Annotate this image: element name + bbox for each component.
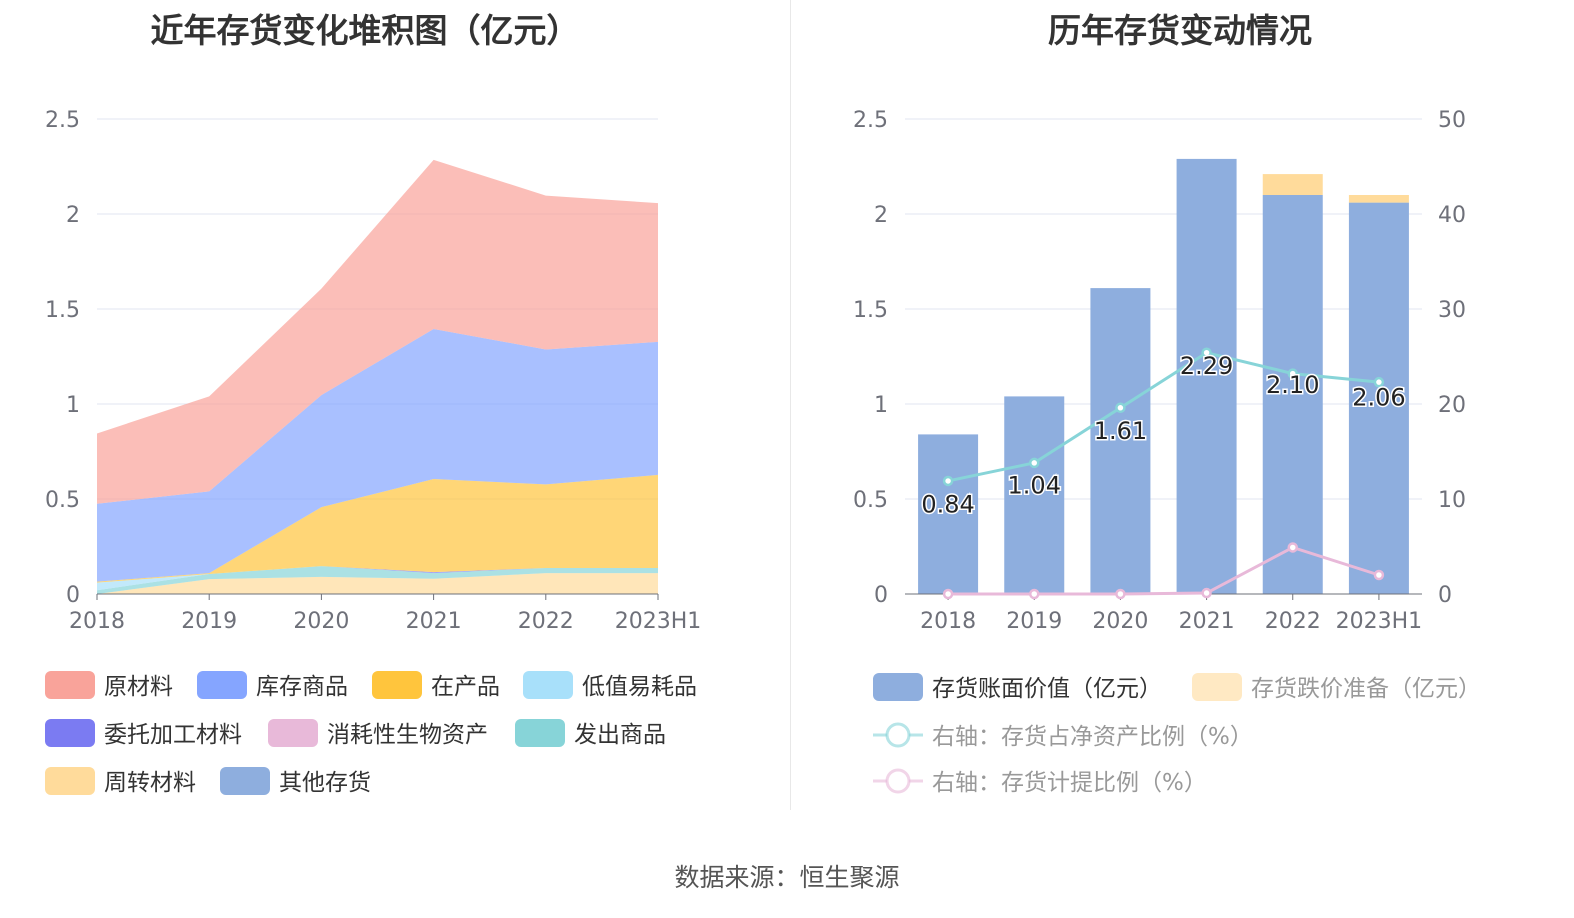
- legend-circle-icon: [885, 768, 911, 794]
- legend-swatch: [372, 671, 422, 699]
- y2-tick-label: 40: [1438, 203, 1466, 228]
- line-point: [942, 588, 954, 600]
- legend-label: 右轴：存货占净资产比例（%）: [932, 724, 1253, 750]
- bar-存货账面价值（亿元）: [918, 434, 979, 594]
- legend-label: 委托加工材料: [104, 722, 242, 748]
- x-tick-label: 2020: [1092, 609, 1148, 634]
- legend-swatch: [268, 719, 318, 747]
- y2-tick-label: 30: [1438, 298, 1466, 323]
- area-原材料: [97, 159, 658, 504]
- y-tick-label: 2: [66, 203, 80, 228]
- y-tick-label: 1.5: [45, 298, 80, 323]
- legend-swatch: [45, 719, 95, 747]
- x-tick-label: 2020: [293, 609, 349, 634]
- area-周转材料: [97, 573, 658, 594]
- x-tick-label: 2023H1: [1336, 609, 1423, 634]
- area-发出商品: [97, 566, 658, 594]
- y-tick-label: 0: [874, 583, 888, 608]
- legend-label: 右轴：存货计提比例（%）: [932, 770, 1207, 796]
- x-tick-label: 2022: [1265, 609, 1321, 634]
- legend-circle-icon: [885, 722, 911, 748]
- line-point: [1373, 376, 1385, 388]
- line-point: [942, 475, 954, 487]
- x-tick-label: 2022: [518, 609, 574, 634]
- bar-存货跌价准备（亿元）: [1348, 195, 1409, 203]
- x-tick-label: 2021: [1179, 609, 1235, 634]
- legend-swatch: [1192, 673, 1242, 701]
- y-tick-label: 0.5: [45, 488, 80, 513]
- legend-swatch: [523, 671, 573, 699]
- legend-label: 原材料: [104, 674, 173, 700]
- line-point: [1287, 542, 1298, 553]
- legend-swatch: [197, 671, 247, 699]
- bar-value-label: 2.10: [1266, 371, 1319, 399]
- y-tick-label: 0: [66, 583, 80, 608]
- bar-存货账面价值（亿元）: [1004, 396, 1065, 594]
- y2-tick-label: 10: [1438, 488, 1466, 513]
- y-tick-label: 2.5: [45, 108, 80, 133]
- legend-label: 存货跌价准备（亿元）: [1251, 676, 1481, 702]
- y-tick-label: 2: [874, 203, 888, 228]
- bar-value-label: 1.04: [1008, 471, 1061, 499]
- legend-label: 在产品: [431, 674, 500, 700]
- line-右轴：存货占净资产比例（%）: [947, 351, 1380, 483]
- legend-label: 消耗性生物资产: [327, 722, 488, 748]
- x-tick-label: 2019: [181, 609, 237, 634]
- x-tick-label: 2018: [920, 609, 976, 634]
- bar-存货账面价值（亿元）: [1090, 288, 1151, 594]
- line-point: [1373, 569, 1385, 581]
- line-point: [1287, 368, 1298, 379]
- divider: [790, 0, 791, 810]
- bar-存货账面价值（亿元）: [1348, 202, 1409, 594]
- x-tick-label: 2021: [406, 609, 462, 634]
- x-tick-label: 2018: [69, 609, 125, 634]
- y-tick-label: 1: [66, 393, 80, 418]
- bar-存货跌价准备（亿元）: [1262, 174, 1323, 195]
- right-chart-title: 历年存货变动情况: [1048, 11, 1312, 50]
- y2-tick-label: 0: [1438, 583, 1452, 608]
- left-chart-title: 近年存货变化堆积图（亿元）: [150, 11, 580, 50]
- line-point: [1029, 457, 1040, 469]
- y-tick-label: 0.5: [853, 488, 888, 513]
- y-tick-label: 1.5: [853, 298, 888, 323]
- area-在产品: [97, 474, 658, 583]
- legend-swatch: [45, 767, 95, 795]
- legend-swatch: [220, 767, 270, 795]
- legend-swatch: [873, 673, 923, 701]
- bar-value-label: 2.06: [1352, 384, 1405, 412]
- legend-label: 周转材料: [104, 770, 196, 796]
- line-point: [1201, 587, 1212, 599]
- x-tick-label: 2019: [1006, 609, 1062, 634]
- bar-存货账面价值（亿元）: [1262, 195, 1323, 594]
- legend-label: 库存商品: [256, 674, 348, 700]
- line-point: [1115, 402, 1126, 414]
- bar-value-label: 0.84: [921, 490, 974, 518]
- area-库存商品: [97, 328, 658, 582]
- legend-label: 低值易耗品: [582, 674, 697, 700]
- y2-tick-label: 20: [1438, 393, 1466, 418]
- legend-swatch: [45, 671, 95, 699]
- line-point: [1115, 588, 1126, 600]
- y-tick-label: 2.5: [853, 108, 888, 133]
- bar-存货账面价值（亿元）: [1176, 158, 1237, 594]
- legend-label: 其他存货: [279, 770, 371, 796]
- x-tick-label: 2023H1: [615, 609, 702, 634]
- y2-tick-label: 50: [1438, 108, 1466, 133]
- y-tick-label: 1: [874, 393, 888, 418]
- data-source: 数据来源：恒生聚源: [674, 863, 900, 892]
- legend-swatch: [515, 719, 565, 747]
- line-point: [1029, 588, 1040, 600]
- bar-value-label: 2.29: [1180, 352, 1233, 380]
- line-右轴：存货计提比例（%）: [948, 545, 1380, 596]
- legend-label: 发出商品: [574, 722, 666, 748]
- line-point: [1201, 347, 1212, 358]
- bar-value-label: 1.61: [1094, 417, 1147, 445]
- legend-label: 存货账面价值（亿元）: [932, 676, 1162, 702]
